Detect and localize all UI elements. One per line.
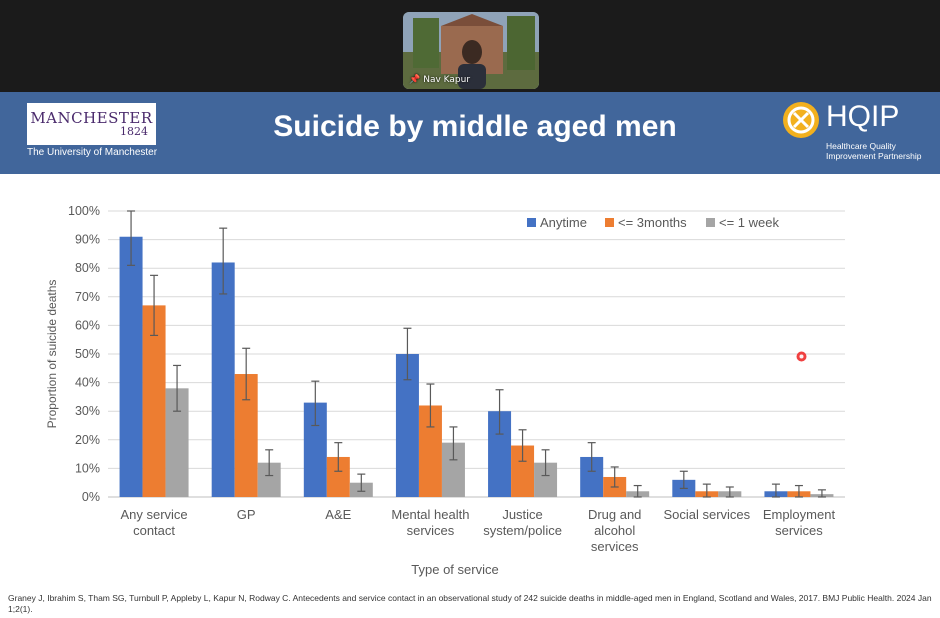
- bar-anytime: [488, 411, 512, 497]
- x-tick-label: Mental health: [391, 507, 469, 522]
- y-tick-label: 10%: [75, 461, 100, 475]
- slide-banner: [0, 92, 940, 174]
- y-tick-label: 70%: [75, 290, 100, 304]
- participant-video-icon: [403, 12, 539, 89]
- x-axis-title: Type of service: [411, 562, 498, 577]
- y-tick-label: 50%: [75, 347, 100, 361]
- hqip-subtitle: Healthcare Quality Improvement Partnersh…: [826, 141, 922, 161]
- y-tick-label: 60%: [75, 318, 100, 332]
- legend-label: <= 1 week: [719, 215, 779, 230]
- bar--3months: [142, 305, 166, 497]
- y-tick-label: 0%: [82, 490, 100, 504]
- slide-title: Suicide by middle aged men: [273, 110, 677, 143]
- legend-label: <= 3months: [618, 215, 687, 230]
- x-tick-label: A&E: [325, 507, 351, 522]
- bar--3months: [326, 456, 350, 497]
- bar-chart: 0% 10% 20% 30% 40% 50% 60% 70% 80% 90% 100% Any ser…: [45, 204, 845, 577]
- participant-video-tile[interactable]: 📌 Nav Kapur: [403, 12, 539, 89]
- x-tick-label: Drug and: [588, 507, 641, 522]
- hqip-logo-icon: [783, 102, 819, 138]
- university-logo-year: 1824: [120, 125, 148, 138]
- x-tick-label: services: [591, 539, 639, 554]
- y-tick-label: 30%: [75, 404, 100, 418]
- x-tick-label: contact: [133, 523, 175, 538]
- university-logo-name: MANCHESTER: [30, 109, 153, 127]
- bar--1-week: [165, 388, 189, 497]
- x-tick-label: system/police: [483, 523, 562, 538]
- citation-text: Graney J, Ibrahim S, Tham SG, Turnbull P…: [8, 593, 932, 614]
- bar-anytime: [395, 354, 419, 497]
- university-logo: MANCHESTER 1824: [27, 103, 156, 145]
- x-tick-label: Any service: [120, 507, 187, 522]
- x-tick-label: Employment: [763, 507, 836, 522]
- laser-pointer-icon: [796, 351, 807, 362]
- bar--1-week: [441, 442, 465, 497]
- bar--1-week: [257, 462, 281, 497]
- y-tick-label: 40%: [75, 376, 100, 390]
- pin-icon: 📌: [409, 75, 421, 85]
- y-tick-label: 90%: [75, 233, 100, 247]
- y-tick-label: 20%: [75, 433, 100, 447]
- y-axis-title: Proportion of suicide deaths: [45, 280, 59, 429]
- legend-swatch: [605, 218, 614, 227]
- university-subtitle: The University of Manchester: [27, 147, 158, 158]
- x-tick-label: Justice: [502, 507, 542, 522]
- legend-swatch: [706, 218, 715, 227]
- bar--1-week: [534, 462, 558, 497]
- hqip-logo-text: HQIP: [826, 100, 900, 133]
- x-tick-label: GP: [237, 507, 256, 522]
- participant-name-label: 📌 Nav Kapur: [409, 75, 471, 85]
- bar-anytime: [303, 402, 327, 497]
- bar--3months: [418, 405, 442, 497]
- x-tick-label: services: [775, 523, 823, 538]
- legend-swatch: [527, 218, 536, 227]
- bar--3months: [234, 374, 258, 497]
- bar--3months: [511, 445, 535, 497]
- y-tick-label: 80%: [75, 261, 100, 275]
- bar-anytime: [580, 456, 604, 497]
- x-tick-label: services: [407, 523, 455, 538]
- x-tick-label: Social services: [663, 507, 750, 522]
- legend-label: Anytime: [540, 215, 587, 230]
- bar-anytime: [119, 236, 143, 498]
- y-tick-label: 100%: [68, 204, 100, 218]
- bar-anytime: [211, 262, 235, 497]
- x-tick-label: alcohol: [594, 523, 635, 538]
